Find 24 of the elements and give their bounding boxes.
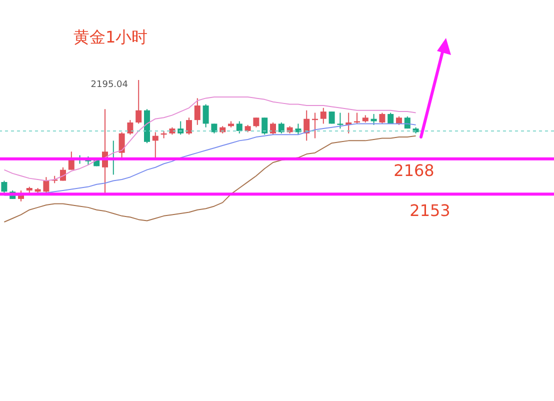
chart-title: 黄金1小时: [74, 28, 148, 46]
candlestick: [186, 117, 192, 136]
candlestick: [194, 98, 200, 126]
candlestick: [202, 104, 209, 128]
candlestick: [278, 122, 284, 134]
candlestick: [270, 122, 276, 136]
candlestick: [328, 111, 335, 124]
candlestick: [320, 107, 326, 124]
annotation: 2195.04: [90, 80, 128, 90]
candlestick: [152, 132, 158, 158]
candlestick: [370, 113, 377, 126]
annotation: 2168: [394, 161, 434, 180]
candlestick: [236, 120, 242, 134]
candlestick: [211, 123, 218, 134]
candlestick: [379, 112, 386, 124]
candlestick: [178, 120, 184, 136]
candlestick: [1, 180, 8, 194]
annotation: 2153: [410, 201, 450, 220]
candlestick: [262, 117, 268, 136]
candlestick: [127, 120, 134, 136]
candlestick: [337, 112, 344, 130]
candlestick: [253, 117, 260, 128]
candlestick: [43, 176, 50, 194]
candlestick: [136, 80, 142, 124]
